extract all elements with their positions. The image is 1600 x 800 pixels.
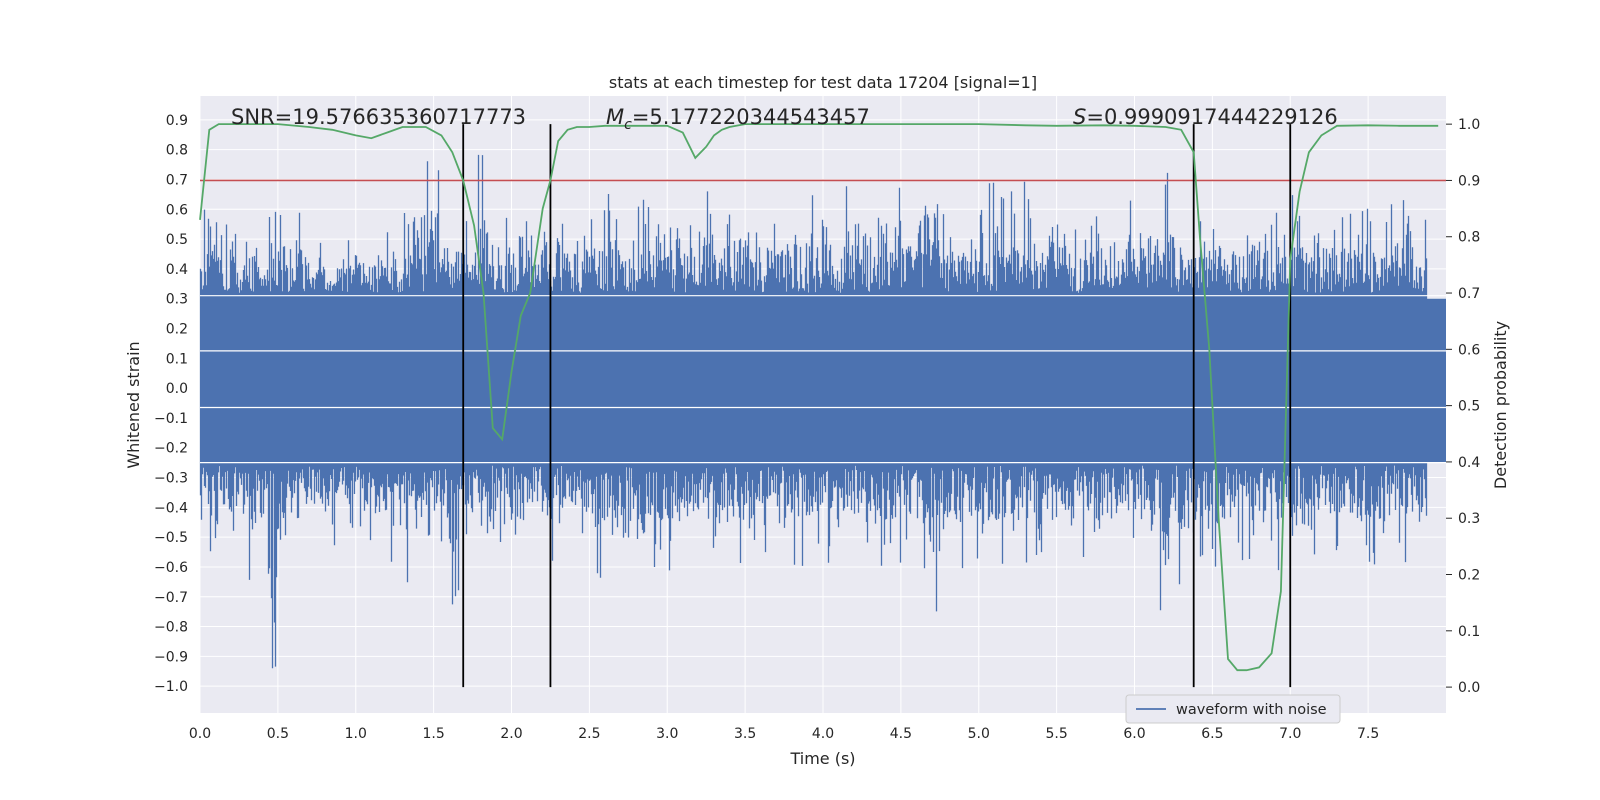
y-tick-label: 0.9 [166, 113, 188, 129]
x-tick-label: 4.5 [890, 726, 912, 742]
legend-box [1125, 694, 1341, 724]
x-tick-label: 7.0 [1279, 726, 1301, 742]
y2-tick-label: 0.0 [1458, 680, 1480, 696]
y-tick-label: 0.0 [166, 381, 188, 397]
vertical-markers [462, 124, 1292, 688]
y2-tick-label: 0.9 [1458, 173, 1480, 189]
y-tick-label: −0.1 [154, 411, 188, 427]
y2-tick-label: 0.8 [1458, 230, 1480, 246]
chirp-mass-value: =5.177220344543457 [632, 105, 870, 129]
y2-tick-label: 1.0 [1458, 117, 1480, 133]
y2-tick-labels: 0.0 0.1 0.2 0.3 0.4 0.5 0.6 0.7 0.8 0.9 1.0 [1446, 117, 1480, 696]
x-tick-labels: 0.0 0.5 1.0 1.5 2.0 2.5 3.0 3.5 4.0 4.5 5.0 5.5 6.0 6… [189, 726, 1379, 742]
y-tick-label: 0.6 [166, 202, 188, 218]
x-tick-label: 1.0 [345, 726, 367, 742]
y2-tick-label: 0.4 [1458, 455, 1480, 471]
x-tick-label: 7.5 [1357, 726, 1379, 742]
x-tick-label: 3.0 [656, 726, 678, 742]
y-tick-label: −0.2 [154, 441, 188, 457]
y2-axis-label: Detection probability [1491, 321, 1510, 489]
y2-tick-label: 0.2 [1458, 568, 1480, 584]
chart-title: stats at each timestep for test data 172… [609, 73, 1037, 92]
x-tick-label: 1.5 [422, 726, 444, 742]
x-tick-label: 5.5 [1045, 726, 1067, 742]
y2-tick-label: 0.7 [1458, 286, 1480, 302]
x-axis-label: Time (s) [789, 749, 855, 768]
chirp-mass-symbol: M [606, 105, 624, 129]
y-tick-label: −0.6 [154, 560, 188, 576]
y-tick-label: −0.9 [154, 649, 188, 665]
waveform-series [199, 154, 1446, 669]
y-tick-label: 0.7 [166, 172, 188, 188]
y-tick-label: −0.5 [154, 530, 188, 546]
y-tick-label: 0.8 [166, 143, 188, 159]
y2-tick-label: 0.5 [1458, 399, 1480, 415]
x-tick-label: 5.0 [968, 726, 990, 742]
y-tick-label: −1.0 [154, 679, 188, 695]
score-value: =0.9990917444229126 [1086, 105, 1337, 129]
y-tick-label: −0.4 [154, 500, 188, 516]
chirp-mass-subscript: c [624, 117, 632, 133]
y-tick-label: 0.1 [166, 351, 188, 367]
x-tick-label: 0.5 [267, 726, 289, 742]
x-tick-label: 6.0 [1123, 726, 1145, 742]
x-tick-label: 0.0 [189, 726, 211, 742]
x-tick-label: 3.5 [734, 726, 756, 742]
y-tick-label: 0.5 [166, 232, 188, 248]
snr-annotation: SNR=19.576635360717773 [231, 105, 526, 129]
score-annotation: S=0.9990917444229126 [1073, 105, 1338, 129]
legend: waveform with noise [1125, 694, 1341, 724]
x-tick-label: 2.5 [578, 726, 600, 742]
y-tick-label: −0.3 [154, 471, 188, 487]
y-tick-label: 0.3 [166, 292, 188, 308]
x-tick-label: 4.0 [812, 726, 834, 742]
y-tick-label: −0.8 [154, 620, 188, 636]
y-tick-label: 0.4 [166, 262, 188, 278]
x-tick-label: 2.0 [500, 726, 522, 742]
x-tick-label: 6.5 [1201, 726, 1223, 742]
y2-tick-label: 0.3 [1458, 511, 1480, 527]
score-symbol: S [1073, 105, 1086, 129]
y-tick-labels: 0.9 0.8 0.7 0.6 0.5 0.4 0.3 0.2 0.1 0.0 −0.1 −0.2 −0… [154, 113, 188, 695]
y-tick-label: −0.7 [154, 590, 188, 606]
y2-tick-label: 0.6 [1458, 342, 1480, 358]
y-axis-label: Whitened strain [124, 341, 143, 468]
chirp-mass-annotation: Mc=5.177220344543457 [606, 105, 870, 133]
y2-tick-label: 0.1 [1458, 624, 1480, 640]
y-tick-label: 0.2 [166, 321, 188, 337]
legend-label: waveform with noise [1176, 702, 1327, 718]
detection-probability-line [199, 123, 1439, 672]
waveform-band [200, 298, 1446, 463]
